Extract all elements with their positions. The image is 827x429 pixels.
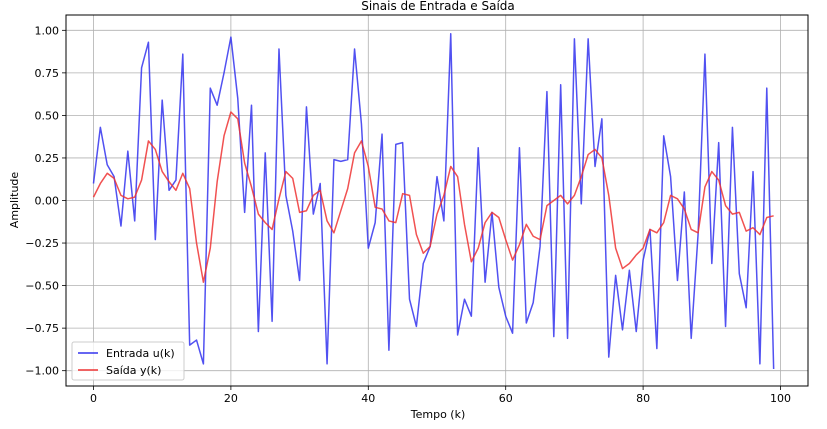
y-tick-label: −1.00 [25,365,59,378]
series-line-input [92,32,775,369]
x-tick-label: 20 [224,392,238,405]
legend-label-input: Entrada u(k) [106,347,175,360]
x-tick-label: 100 [770,392,791,405]
y-tick-label: 0.00 [35,195,60,208]
y-tick-label: 0.75 [35,67,60,80]
legend: Entrada u(k) Saída y(k) [71,341,185,381]
legend-label-output: Saída y(k) [106,364,161,377]
y-tick-label: 0.25 [35,152,60,165]
y-tick-label: −0.50 [25,280,59,293]
series-line-output [92,111,774,283]
x-tick-label: 0 [90,392,97,405]
x-tick-label: 60 [499,392,513,405]
x-axis-label: Tempo (k) [410,408,466,421]
series-lines [92,32,775,369]
legend-box [71,341,185,381]
x-tick-label: 40 [361,392,375,405]
y-tick-label: −0.75 [25,322,59,335]
y-axis-label: Amplitude [8,172,21,229]
grid [66,15,808,386]
y-tick-label: −0.25 [25,237,59,250]
y-tick-label: 0.50 [35,109,60,122]
chart-title: Sinais de Entrada e Saída [361,0,515,13]
x-tick-label: 80 [636,392,650,405]
y-tick-label: 1.00 [35,24,60,37]
axis-ticks: 0 20 40 60 80 100 −1.00 −0.75 −0.50 −0.25 0.00 0.25… [25,24,791,405]
